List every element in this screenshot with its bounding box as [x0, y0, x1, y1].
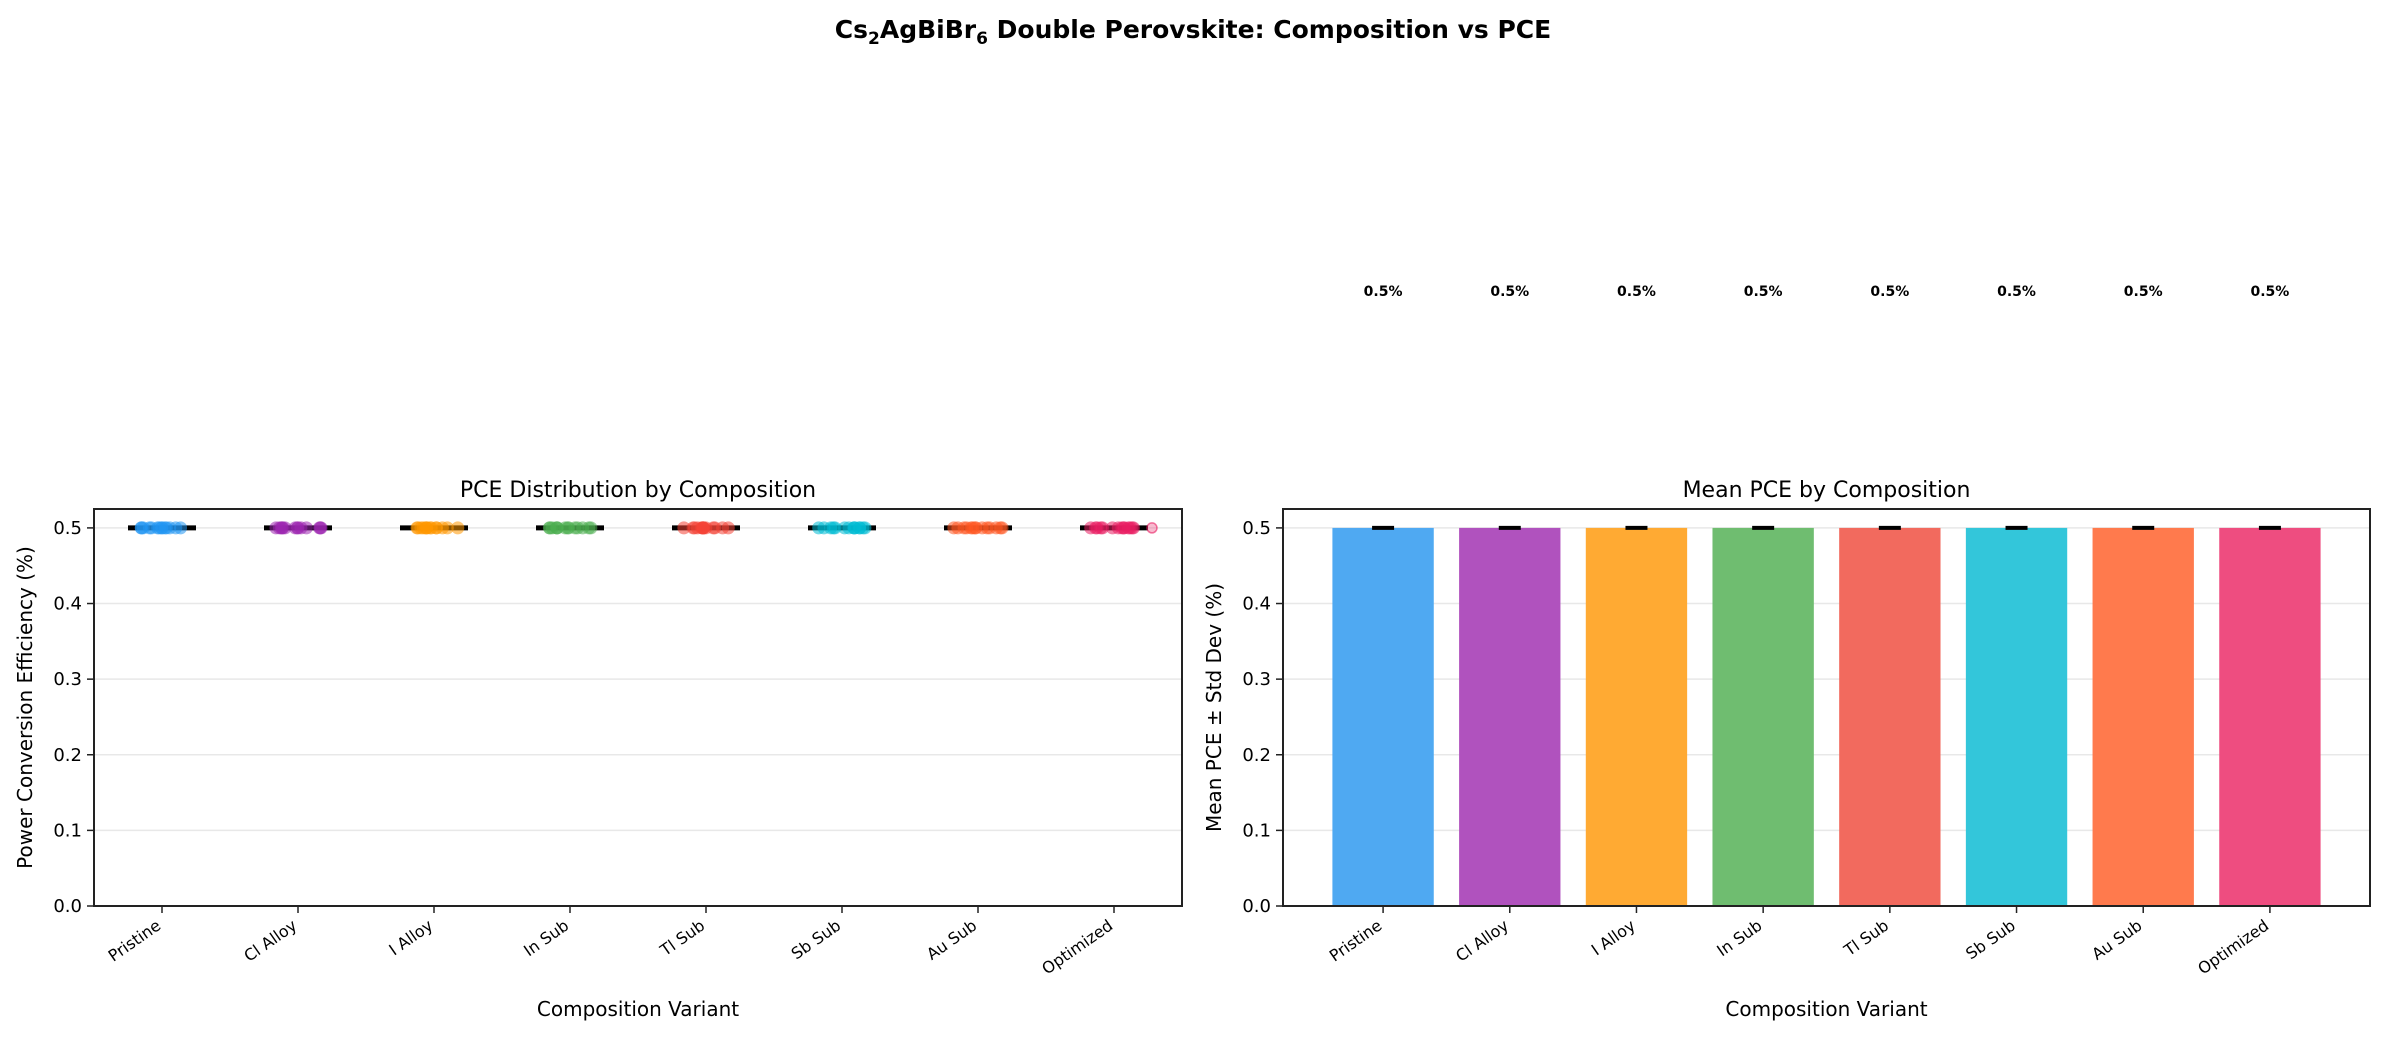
x-tick-label: Sb Sub	[1962, 916, 2019, 964]
value-label: 0.5%	[1870, 284, 1909, 300]
data-point	[429, 521, 443, 535]
bar	[2092, 527, 2194, 906]
data-point	[144, 521, 158, 535]
data-point	[838, 521, 852, 535]
x-tick-label: Tl Sub	[1840, 916, 1892, 961]
x-tick-label: Sb Sub	[788, 916, 845, 964]
data-point	[1123, 521, 1137, 535]
y-axis-label: Power Conversion Efficiency (%)	[13, 546, 37, 869]
x-tick-label: Optimized	[2194, 916, 2272, 979]
x-tick-label: In Sub	[1713, 916, 1765, 960]
x-tick-label: Pristine	[1326, 916, 1386, 966]
data-point	[812, 521, 826, 535]
y-tick-label: 0.4	[1242, 594, 1271, 615]
axes-frame	[1282, 508, 2371, 907]
data-point	[561, 521, 575, 535]
chart-title: Mean PCE by Composition	[1683, 478, 1971, 503]
bar	[1965, 527, 2068, 906]
x-axis-label: Composition Variant	[537, 997, 739, 1021]
value-label: 0.5%	[2251, 284, 2290, 300]
data-point	[716, 521, 730, 535]
data-point	[163, 521, 177, 535]
x-tick-label: I Alloy	[1588, 916, 1639, 960]
bar-chart-panel: 0.0 0.1 0.2 0.3 0.4 0.5 Pristine Cl Alloy I Allo…	[1202, 284, 2371, 1021]
data-point	[1105, 521, 1119, 535]
x-tick-label: In Sub	[520, 916, 572, 960]
x-tick-label: Cl Alloy	[1452, 916, 1512, 966]
x-tick-label: Au Sub	[923, 916, 980, 964]
data-point	[989, 521, 1003, 535]
bar	[1332, 527, 1434, 906]
value-label: 0.5%	[1617, 284, 1656, 300]
outlier-point	[1146, 522, 1158, 534]
x-tick-label: Optimized	[1038, 916, 1116, 979]
value-label: 0.5%	[1364, 284, 1403, 300]
y-tick-label: 0.4	[53, 594, 82, 615]
y-tick-label: 0.1	[53, 820, 82, 841]
data-point	[420, 521, 434, 535]
data-point	[969, 521, 983, 535]
x-tick-label: Tl Sub	[656, 916, 708, 961]
y-tick-label: 0.1	[1242, 820, 1271, 841]
y-axis-label: Mean PCE ± Std Dev (%)	[1202, 583, 1226, 832]
data-point	[828, 521, 842, 535]
data-point	[276, 521, 290, 535]
value-label: 0.5%	[1744, 284, 1783, 300]
y-tick-label: 0.2	[53, 745, 82, 766]
bar	[1712, 527, 1814, 906]
data-point	[288, 521, 302, 535]
chart-title: PCE Distribution by Composition	[460, 478, 816, 503]
y-tick-label: 0.5	[53, 518, 82, 539]
x-tick-label: Pristine	[105, 916, 165, 966]
y-tick-label: 0.3	[1242, 669, 1271, 690]
data-point	[543, 521, 557, 535]
bar	[1585, 527, 1688, 906]
x-tick-label: Cl Alloy	[240, 916, 300, 966]
y-tick-label: 0.0	[53, 896, 82, 917]
y-tick-label: 0.5	[1242, 518, 1271, 539]
bar	[2219, 527, 2321, 906]
data-point	[677, 521, 691, 535]
data-point	[951, 521, 965, 535]
data-point	[1094, 521, 1108, 535]
y-tick-label: 0.2	[1242, 745, 1271, 766]
y-tick-label: 0.0	[1242, 896, 1271, 917]
data-point	[686, 521, 700, 535]
value-label: 0.5%	[1997, 284, 2036, 300]
data-point	[451, 521, 465, 535]
data-point	[570, 521, 584, 535]
data-point	[410, 521, 424, 535]
x-tick-label: I Alloy	[385, 916, 436, 960]
data-point	[134, 521, 148, 535]
axes-frame	[93, 508, 1183, 907]
value-label: 0.5%	[2124, 284, 2163, 300]
data-point	[440, 521, 454, 535]
data-point	[313, 521, 327, 535]
y-tick-label: 0.3	[53, 669, 82, 690]
value-label: 0.5%	[1490, 284, 1529, 300]
figure-title: Cs2AgBiBr6 Double Perovskite: Compositio…	[835, 15, 1551, 49]
bar	[1839, 527, 1941, 906]
box-plot-panel: 0.0 0.1 0.2 0.3 0.4 0.5 Pristine Cl Alloy I Allo…	[13, 478, 1183, 1021]
x-tick-label: Au Sub	[2088, 916, 2145, 964]
x-axis-label: Composition Variant	[1725, 997, 1927, 1021]
bar	[1459, 527, 1561, 906]
